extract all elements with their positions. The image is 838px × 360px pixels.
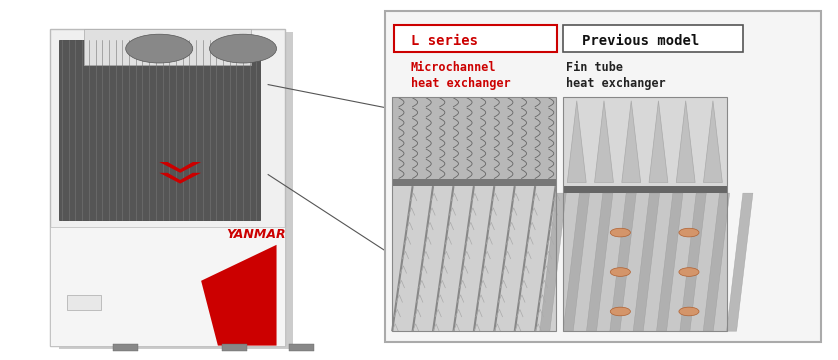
Circle shape <box>610 268 630 276</box>
Polygon shape <box>703 193 730 331</box>
Polygon shape <box>656 193 683 331</box>
FancyBboxPatch shape <box>385 11 821 342</box>
Polygon shape <box>622 101 641 183</box>
Text: Previous model: Previous model <box>582 35 700 48</box>
Bar <box>289 344 314 351</box>
Circle shape <box>210 34 277 63</box>
Circle shape <box>126 34 193 63</box>
Bar <box>50 227 285 346</box>
Text: L series: L series <box>411 35 478 48</box>
Bar <box>59 32 293 349</box>
Bar <box>392 97 556 331</box>
Polygon shape <box>567 101 586 183</box>
Polygon shape <box>587 193 613 331</box>
Bar <box>59 40 260 220</box>
Polygon shape <box>610 193 636 331</box>
Bar <box>50 29 285 346</box>
Circle shape <box>679 307 699 316</box>
Bar <box>392 97 556 179</box>
Polygon shape <box>634 193 660 331</box>
Polygon shape <box>201 245 277 346</box>
Text: Fin tube
heat exchanger: Fin tube heat exchanger <box>566 61 665 90</box>
Bar <box>113 344 138 351</box>
FancyBboxPatch shape <box>563 25 743 52</box>
Text: YANMAR: YANMAR <box>226 228 286 240</box>
Polygon shape <box>595 101 613 183</box>
Bar <box>563 97 727 186</box>
Bar <box>392 186 556 331</box>
Bar <box>563 186 727 193</box>
Circle shape <box>610 307 630 316</box>
Bar <box>84 29 251 65</box>
Circle shape <box>610 228 630 237</box>
FancyBboxPatch shape <box>394 25 557 52</box>
Polygon shape <box>680 193 706 331</box>
Circle shape <box>679 268 699 276</box>
Polygon shape <box>159 162 201 173</box>
Bar <box>563 97 727 331</box>
Bar <box>392 179 556 186</box>
Bar <box>563 193 727 331</box>
Polygon shape <box>727 193 753 331</box>
Polygon shape <box>540 193 566 331</box>
Text: Microchannel
heat exchanger: Microchannel heat exchanger <box>411 61 510 90</box>
Polygon shape <box>563 193 590 331</box>
Bar <box>67 295 101 310</box>
Circle shape <box>679 228 699 237</box>
Polygon shape <box>159 173 201 184</box>
Polygon shape <box>676 101 696 183</box>
Bar <box>222 344 247 351</box>
Polygon shape <box>649 101 668 183</box>
Polygon shape <box>704 101 722 183</box>
